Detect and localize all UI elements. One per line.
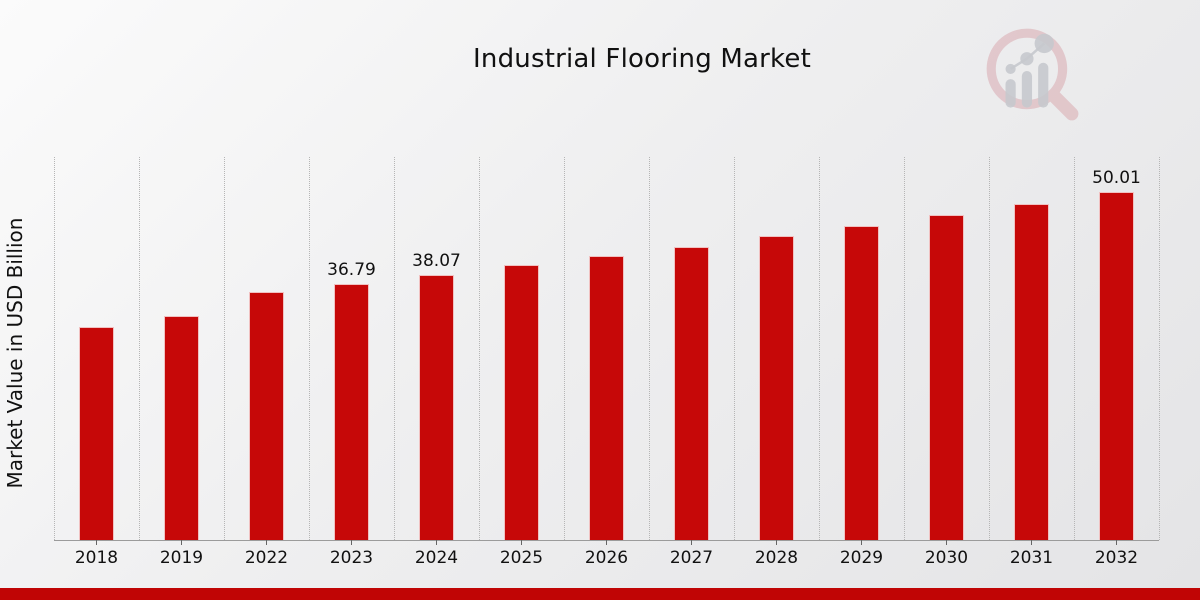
category-slot <box>564 157 649 545</box>
vertical-gridline <box>819 157 820 540</box>
category-slot <box>734 157 819 545</box>
vertical-gridline <box>139 157 140 540</box>
bar-value-label: 36.79 <box>327 260 376 280</box>
bar-2018 <box>79 327 114 540</box>
category-slot <box>904 157 989 545</box>
vertical-gridline <box>1074 157 1075 540</box>
vertical-gridline <box>1159 157 1160 540</box>
x-axis-tick <box>776 540 777 545</box>
x-tick-label-2027: 2027 <box>669 548 714 568</box>
bar-2022 <box>249 292 284 540</box>
x-axis-tick <box>351 540 352 545</box>
vertical-gridline <box>904 157 905 540</box>
y-axis-label: Market Value in USD Billion <box>3 217 27 489</box>
bar-2025 <box>504 265 539 540</box>
category-slot <box>54 157 139 545</box>
category-slot: 50.01 <box>1074 157 1159 545</box>
bar-2031 <box>1014 204 1049 540</box>
vertical-gridline <box>734 157 735 540</box>
bar-2024 <box>419 275 454 540</box>
x-tick-label-2028: 2028 <box>754 548 799 568</box>
bar-2023 <box>334 284 369 540</box>
x-tick-label-2031: 2031 <box>1009 548 1054 568</box>
vertical-gridline <box>989 157 990 540</box>
magnifier-chart-logo-icon <box>986 28 1079 121</box>
vertical-gridline <box>564 157 565 540</box>
vertical-gridline <box>309 157 310 540</box>
chart-title: Industrial Flooring Market <box>473 44 811 74</box>
x-tick-label-2023: 2023 <box>329 548 374 568</box>
x-axis-tick <box>1031 540 1032 545</box>
category-slot <box>479 157 564 545</box>
category-slot <box>989 157 1074 545</box>
bar-value-label: 38.07 <box>412 251 461 271</box>
plot-area: 36.79 38.07 50.01 <box>54 157 1160 545</box>
category-slot <box>649 157 734 545</box>
category-slot <box>819 157 904 545</box>
x-axis-tick <box>181 540 182 545</box>
bar-2028 <box>759 236 794 540</box>
x-axis-tick <box>96 540 97 545</box>
bar-2029 <box>844 226 879 540</box>
bar-2027 <box>674 247 709 540</box>
category-slot <box>224 157 309 545</box>
x-tick-label-2030: 2030 <box>924 548 969 568</box>
x-tick-label-2024: 2024 <box>414 548 459 568</box>
x-tick-label-2018: 2018 <box>74 548 119 568</box>
x-axis-tick <box>946 540 947 545</box>
category-slot <box>139 157 224 545</box>
x-axis-tick <box>436 540 437 545</box>
brand-accent-bar <box>0 588 1200 600</box>
x-tick-label-2019: 2019 <box>159 548 204 568</box>
vertical-gridline <box>394 157 395 540</box>
bar-2026 <box>589 256 624 540</box>
vertical-gridline <box>649 157 650 540</box>
vertical-gridline <box>224 157 225 540</box>
x-tick-label-2025: 2025 <box>499 548 544 568</box>
x-tick-label-2029: 2029 <box>839 548 884 568</box>
x-axis-tick <box>1116 540 1117 545</box>
vertical-gridline <box>479 157 480 540</box>
x-axis-tick-labels: 2018 2019 2022 2023 2024 2025 2026 2027 2028 2029… <box>54 548 1159 570</box>
bar-2019 <box>164 316 199 540</box>
x-tick-label-2032: 2032 <box>1094 548 1139 568</box>
category-slot: 38.07 <box>394 157 479 545</box>
x-axis-tick <box>521 540 522 545</box>
bar-2030 <box>929 215 964 540</box>
x-axis-tick <box>606 540 607 545</box>
x-axis-tick <box>861 540 862 545</box>
x-axis-tick <box>266 540 267 545</box>
x-axis-tick <box>691 540 692 545</box>
bar-2032 <box>1099 192 1134 540</box>
category-slot: 36.79 <box>309 157 394 545</box>
x-tick-label-2022: 2022 <box>244 548 289 568</box>
vertical-gridline <box>54 157 55 540</box>
bar-value-label: 50.01 <box>1092 168 1141 188</box>
x-tick-label-2026: 2026 <box>584 548 629 568</box>
